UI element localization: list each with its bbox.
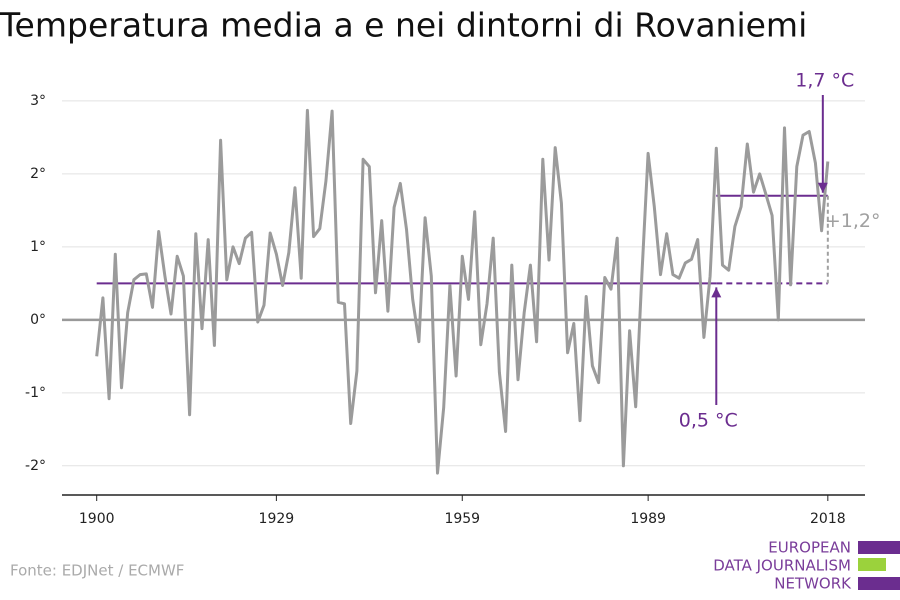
x-tick-label: 2018 [810, 511, 846, 527]
y-tick-label: 2° [30, 166, 46, 182]
y-tick-label: 3° [30, 93, 46, 109]
logo: EUROPEAN DATA JOURNALISM NETWORK [713, 539, 900, 593]
y-tick-label: 0° [30, 312, 46, 328]
chart-title: Temperatura media a e nei dintorni di Ro… [0, 6, 807, 45]
line-series [95, 108, 830, 475]
baseline-label: 0,5 °C [679, 410, 738, 432]
logo-text: EUROPEAN [768, 539, 851, 557]
logo-text: NETWORK [774, 575, 852, 593]
y-tick-label: -2° [25, 458, 46, 474]
source: Fonte: EDJNet / ECMWF [10, 562, 184, 580]
y-tick-label: -1° [25, 385, 46, 401]
logo-bar [858, 577, 900, 590]
y-tick-label: 1° [30, 239, 46, 255]
difference-label: +1,2° [825, 210, 881, 232]
arrow-head [817, 182, 828, 193]
logo-text: DATA JOURNALISM [713, 557, 851, 575]
x-tick-label: 1959 [444, 511, 480, 527]
x-tick-label: 1989 [630, 511, 666, 527]
logo-bar [858, 541, 900, 554]
logo-bar [858, 558, 886, 571]
x-tick-label: 1929 [259, 511, 295, 527]
recent-label: 1,7 °C [795, 70, 854, 92]
x-tick-label: 1900 [79, 511, 115, 527]
arrow-head [711, 287, 722, 298]
